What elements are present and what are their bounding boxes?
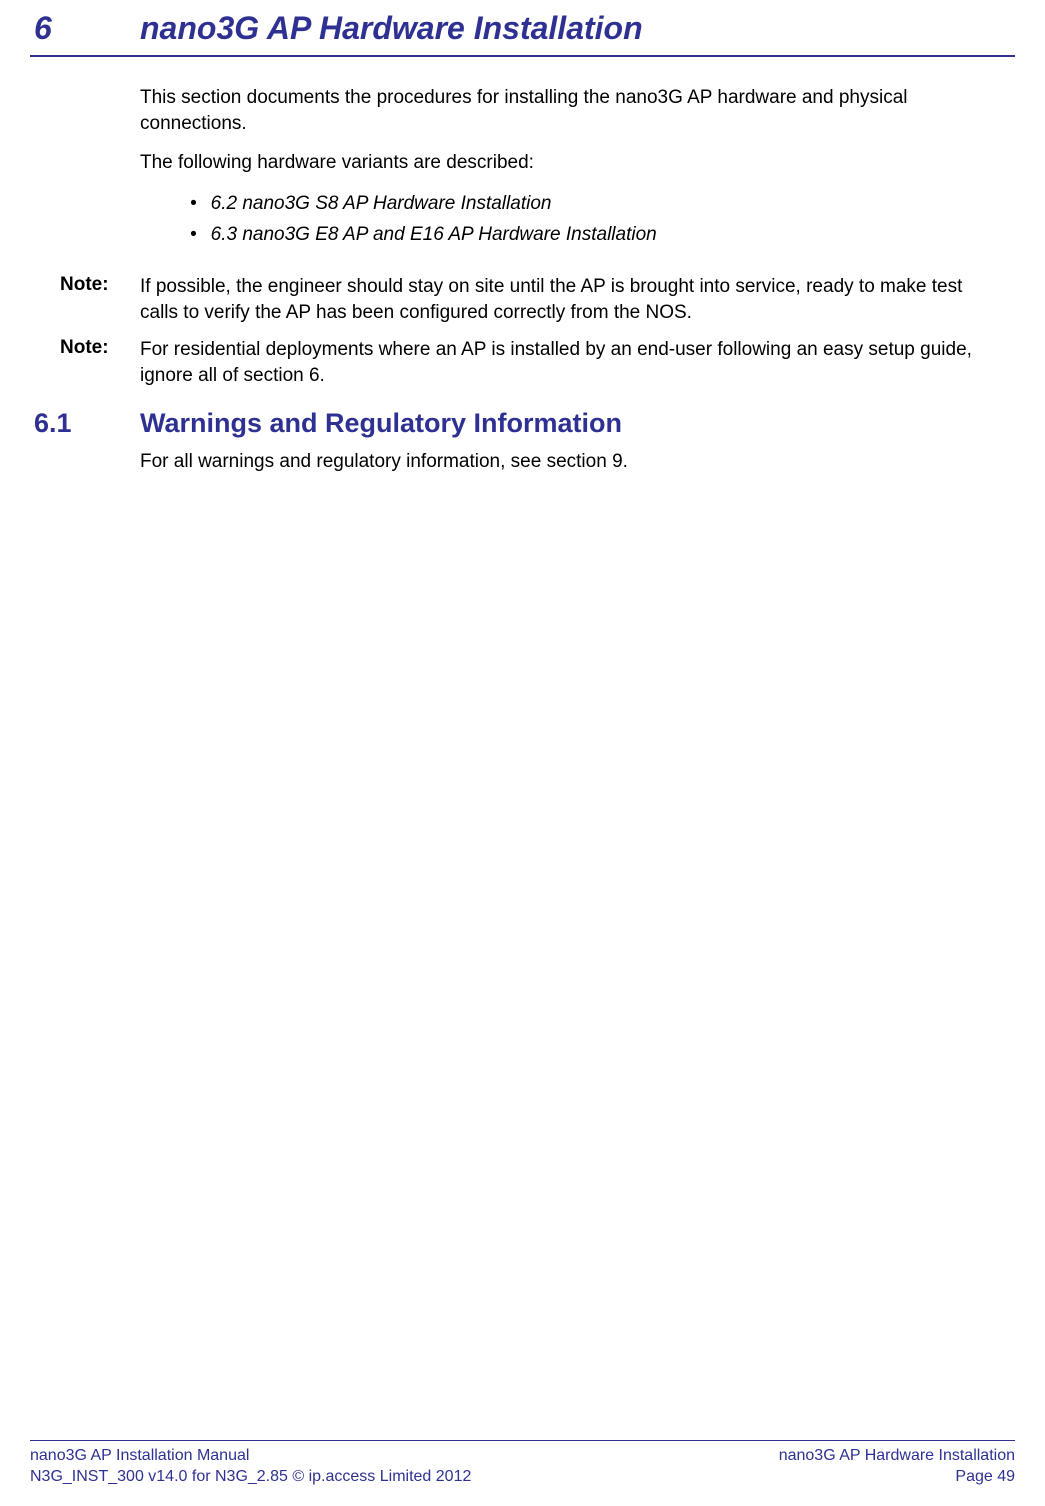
section-header: 6.1 Warnings and Regulatory Information [30,408,1015,439]
intro-para-1: This section documents the procedures fo… [140,85,995,136]
notes-block: Note: If possible, the engineer should s… [30,274,1015,389]
section-number: 6.1 [30,408,140,439]
note-row: Note: If possible, the engineer should s… [60,274,995,325]
note-text: For residential deployments where an AP … [140,337,995,388]
note-row: Note: For residential deployments where … [60,337,995,388]
footer-right: nano3G AP Hardware Installation Page 49 [779,1445,1015,1488]
section-title: Warnings and Regulatory Information [140,408,622,439]
footer-section-title: nano3G AP Hardware Installation [779,1445,1015,1467]
footer-left: nano3G AP Installation Manual N3G_INST_3… [30,1445,471,1488]
intro-para-2: The following hardware variants are desc… [140,150,995,176]
page-footer: nano3G AP Installation Manual N3G_INST_3… [30,1440,1015,1488]
note-label: Note: [60,337,140,388]
list-item: 6.3 nano3G E8 AP and E16 AP Hardware Ins… [190,221,995,250]
chapter-number: 6 [30,10,140,47]
hardware-variants-list: 6.2 nano3G S8 AP Hardware Installation 6… [190,190,995,250]
chapter-header: 6 nano3G AP Hardware Installation [30,0,1015,57]
footer-version-copyright: N3G_INST_300 v14.0 for N3G_2.85 © ip.acc… [30,1466,471,1488]
note-text: If possible, the engineer should stay on… [140,274,995,325]
page-content: 6 nano3G AP Hardware Installation This s… [0,0,1045,475]
footer-manual-title: nano3G AP Installation Manual [30,1445,471,1467]
chapter-title: nano3G AP Hardware Installation [140,10,643,47]
footer-page-number: Page 49 [779,1466,1015,1488]
intro-block: This section documents the procedures fo… [140,85,995,250]
section-para: For all warnings and regulatory informat… [140,449,995,475]
list-item: 6.2 nano3G S8 AP Hardware Installation [190,190,995,219]
section-body: For all warnings and regulatory informat… [140,449,995,475]
note-label: Note: [60,274,140,325]
